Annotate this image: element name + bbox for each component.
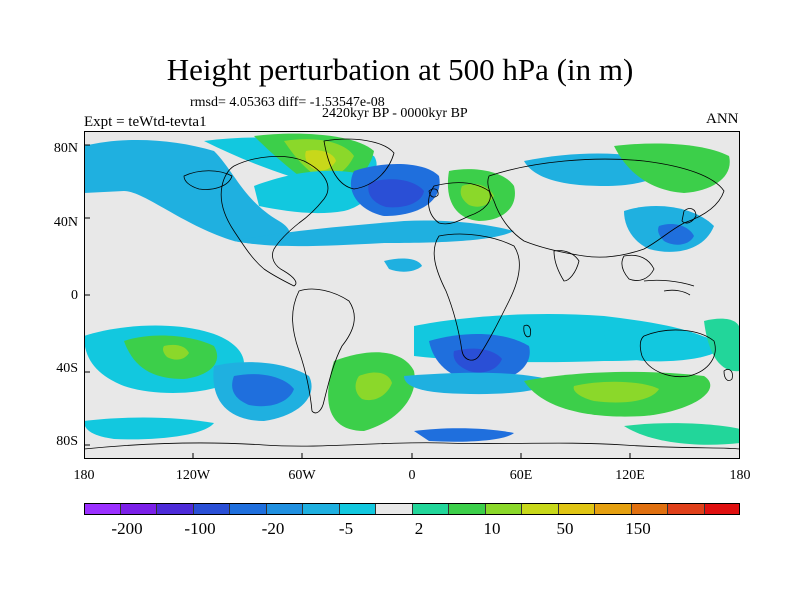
colorbar-swatch-8	[376, 503, 413, 515]
colorbar-swatch-13	[558, 503, 595, 515]
colorbar-swatch-1	[120, 503, 157, 515]
coastline-new-zealand	[723, 369, 733, 381]
coastline-africa	[433, 233, 520, 361]
contour-green-antarctic-east	[624, 423, 740, 445]
colorbar-swatch-16	[668, 503, 705, 515]
contour-blue-antarctic-shelf	[414, 428, 514, 442]
contour-cyan-atlantic	[254, 170, 373, 214]
contour-blue-north-pacific	[84, 139, 290, 245]
colorbar-swatch-17	[704, 503, 740, 515]
time-period-label: 2420kyr BP - 0000kyr BP	[322, 106, 468, 121]
contour-cyan-subtropical-band-east	[384, 258, 422, 272]
colorbar-swatch-12	[522, 503, 559, 515]
contour-lime-south-pacific	[163, 344, 189, 360]
contour-deepblue-atlantic	[368, 179, 424, 208]
coastline-british-isles	[428, 188, 439, 198]
colorbar-label-minus200: -200	[111, 519, 143, 538]
coastline-asia	[487, 158, 725, 258]
perturbation-contours	[84, 133, 740, 445]
season-label: ANN	[706, 111, 739, 127]
lon-label-0: 0	[408, 468, 416, 483]
colorbar-swatch-2	[157, 503, 194, 515]
colorbar-swatch-15	[631, 503, 668, 515]
lon-label-180w: 180	[73, 468, 95, 483]
lon-label-120e: 120E	[615, 468, 645, 483]
contour-lime-south-atlantic	[355, 372, 392, 401]
colorbar	[84, 503, 740, 515]
contour-lime-europe	[460, 184, 494, 207]
height-perturbation-map	[84, 131, 740, 459]
coastline-australia	[639, 329, 716, 378]
colorbar-label-50: 50	[556, 519, 574, 538]
contour-blue-southeast-pacific	[232, 374, 294, 407]
contour-cyan-subtropical-band	[234, 220, 514, 247]
lat-label-40s: 40S	[56, 361, 78, 376]
coastline-south-america	[292, 288, 355, 414]
experiment-label: Expt = teWtd-tevta1	[84, 114, 207, 130]
lon-label-60e: 60E	[509, 468, 533, 483]
rmsd-diff-stats: rmsd= 4.05363 diff= -1.53547e-08	[190, 95, 385, 110]
coastline-japan	[681, 208, 697, 224]
axis-ticks	[84, 144, 631, 459]
contour-cyan-antarctic-band	[404, 372, 554, 395]
coastline-india	[553, 250, 580, 282]
colorbar-swatch-7	[339, 503, 376, 515]
colorbar-swatch-0	[84, 503, 121, 515]
colorbar-swatch-9	[412, 503, 449, 515]
colorbar-label-150: 150	[625, 519, 651, 538]
coastline-alaska	[183, 170, 233, 190]
coastlines	[84, 138, 740, 450]
contour-green-east-edge	[704, 318, 740, 372]
colorbar-label-minus20: -20	[261, 519, 285, 538]
lon-label-120w: 120W	[175, 468, 211, 483]
coastline-greenland	[323, 138, 395, 190]
coastline-southeast-asia	[621, 254, 655, 281]
contour-deepblue-indian-ocean	[453, 348, 502, 373]
colorbar-label-minus5: -5	[338, 519, 354, 538]
colorbar-label-10: 10	[483, 519, 501, 538]
coastline-madagascar	[523, 324, 532, 338]
colorbar-label-minus100: -100	[184, 519, 216, 538]
colorbar-swatch-6	[303, 503, 340, 515]
lat-label-80s: 80S	[56, 434, 78, 449]
coastline-antarctica	[84, 442, 740, 450]
colorbar-swatch-10	[449, 503, 486, 515]
contour-cyan-antarctic-west	[84, 417, 214, 440]
colorbar-label-2: 2	[414, 519, 424, 538]
lat-label-40n: 40N	[53, 215, 78, 230]
contour-cyan-australia-south	[604, 329, 724, 362]
colorbar-swatch-4	[230, 503, 267, 515]
lon-label-60w: 60W	[288, 468, 316, 483]
lat-label-80n: 80N	[53, 141, 78, 156]
lat-label-equator: 0	[71, 288, 78, 303]
colorbar-swatch-11	[485, 503, 522, 515]
coastline-indonesia	[643, 279, 695, 296]
colorbar-swatch-14	[595, 503, 632, 515]
contour-yellow-greenland	[305, 150, 336, 171]
coastline-europe	[428, 182, 491, 225]
lon-label-180e: 180	[729, 468, 751, 483]
contour-lime-southern-indian	[573, 381, 659, 403]
coastline-north-america	[220, 156, 329, 287]
colorbar-swatch-3	[193, 503, 230, 515]
plot-title: Height perturbation at 500 hPa (in m)	[166, 52, 634, 87]
contour-blue-north-pacific-east	[658, 224, 694, 245]
colorbar-swatch-5	[266, 503, 303, 515]
contour-green-siberia	[614, 143, 730, 193]
